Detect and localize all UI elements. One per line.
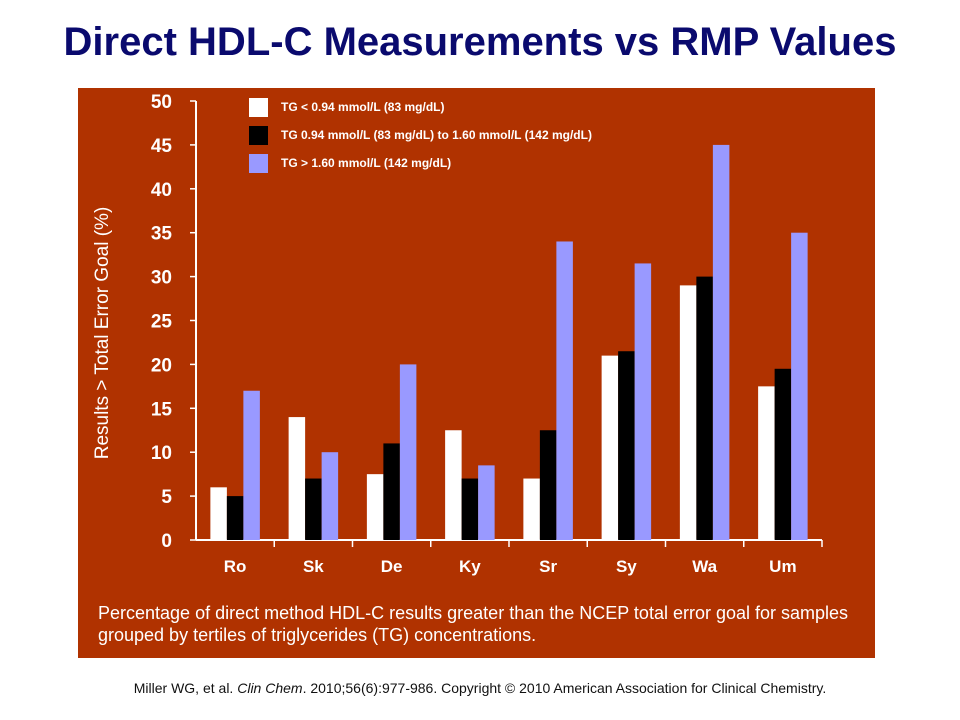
- bar-wa-series-1: [679, 285, 697, 540]
- bar-wa-series-2: [696, 276, 713, 540]
- legend-swatch-3: [249, 154, 268, 173]
- bar-wa-series-3: [712, 144, 730, 540]
- y-tick-label: 25: [151, 312, 173, 333]
- bar-de-series-1: [366, 474, 384, 540]
- y-tick-label: 0: [161, 531, 172, 552]
- legend-label-1: TG < 0.94 mmol/L (83 mg/dL): [281, 100, 444, 114]
- y-tick-label: 20: [151, 355, 172, 376]
- bar-ro-series-3: [243, 390, 260, 540]
- y-tick-label: 40: [151, 180, 172, 201]
- bar-sk-series-1: [288, 417, 306, 540]
- bar-de-series-2: [383, 443, 400, 540]
- bar-sk-series-2: [305, 478, 322, 540]
- x-tick-label: Wa: [692, 557, 717, 576]
- bar-um-series-2: [774, 368, 792, 540]
- bar-sk-series-3: [321, 452, 339, 540]
- y-tick-label: 50: [151, 92, 172, 113]
- y-tick-label: 45: [151, 136, 173, 157]
- y-tick-label: 35: [151, 224, 173, 245]
- slide-title: Direct HDL-C Measurements vs RMP Values: [63, 20, 897, 64]
- bar-de-series-3: [399, 364, 417, 540]
- bar-sr-series-1: [523, 478, 540, 540]
- legend-label-2: TG 0.94 mmol/L (83 mg/dL) to 1.60 mmol/L…: [281, 128, 592, 142]
- bar-sr-series-2: [539, 430, 557, 540]
- x-tick-label: Ro: [224, 557, 247, 576]
- bar-ky-series-2: [461, 478, 479, 540]
- x-tick-label: De: [381, 557, 403, 576]
- x-tick-label: Sk: [303, 557, 324, 576]
- chart-panel: 0 5 10 15 20 25 30 35 40 45 50 Results > Total Erro…: [78, 88, 875, 658]
- x-tick-label: Sr: [539, 557, 557, 576]
- bar-chart: 0 5 10 15 20 25 30 35 40 45 50 Results > Total Erro…: [92, 92, 823, 576]
- chart-caption: Percentage of direct method HDL-C result…: [98, 603, 849, 645]
- bar-um-series-3: [791, 232, 808, 540]
- bar-sy-series-3: [634, 263, 652, 540]
- citation-details: . 2010;56(6):977-986. Copyright © 2010 A…: [302, 680, 827, 696]
- citation-authors: Miller WG, et al.: [133, 680, 238, 696]
- bar-um-series-1: [758, 386, 775, 540]
- y-axis-label: Results > Total Error Goal (%): [92, 207, 113, 460]
- legend-label-3: TG > 1.60 mmol/L (142 mg/dL): [281, 156, 451, 170]
- x-tick-label: Sy: [616, 557, 637, 576]
- y-tick-label: 10: [151, 443, 172, 464]
- x-tick-label: Ky: [459, 557, 481, 576]
- y-tick-label: 5: [161, 487, 172, 508]
- legend-swatch-1: [249, 98, 268, 117]
- x-tick-label: Um: [769, 557, 796, 576]
- bar-sy-series-1: [601, 355, 619, 540]
- bar-ro-series-1: [210, 487, 227, 540]
- y-tick-label: 15: [151, 399, 173, 420]
- citation: Miller WG, et al. Clin Chem. 2010;56(6):…: [0, 680, 930, 696]
- citation-journal: Clin Chem: [237, 680, 303, 696]
- bar-sr-series-3: [556, 241, 573, 541]
- bar-ky-series-3: [478, 465, 495, 540]
- bar-ky-series-1: [445, 430, 462, 540]
- bar-sy-series-2: [618, 351, 635, 540]
- y-tick-label: 30: [151, 268, 172, 289]
- bar-ro-series-2: [226, 496, 244, 540]
- legend-swatch-2: [249, 126, 268, 145]
